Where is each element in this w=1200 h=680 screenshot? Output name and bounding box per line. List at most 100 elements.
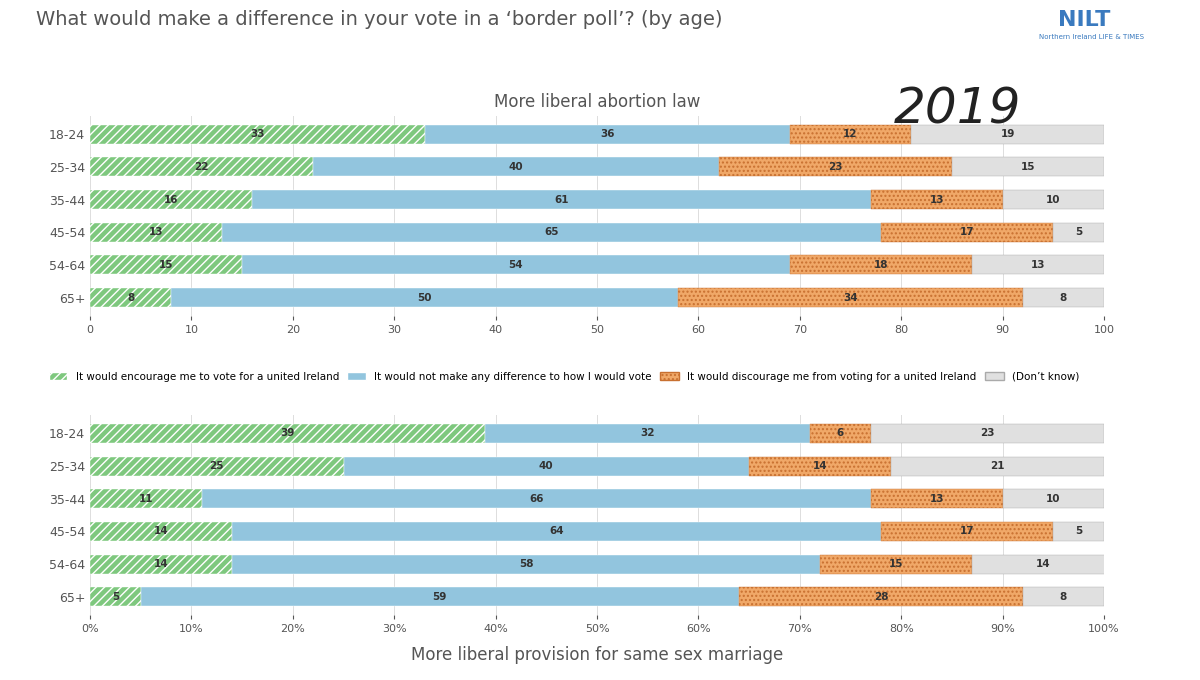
Text: 23: 23 xyxy=(980,428,995,439)
Bar xyxy=(343,456,749,475)
Text: 59: 59 xyxy=(433,592,448,602)
Text: 14: 14 xyxy=(154,559,168,569)
Bar xyxy=(425,124,790,143)
Bar xyxy=(90,456,343,475)
Text: 8: 8 xyxy=(1060,592,1067,602)
Bar xyxy=(90,124,425,143)
Bar xyxy=(871,190,1003,209)
Bar xyxy=(486,424,810,443)
Text: 14: 14 xyxy=(1036,559,1050,569)
Bar xyxy=(739,588,1022,607)
Bar xyxy=(820,555,972,574)
Bar xyxy=(790,256,972,275)
Text: 50: 50 xyxy=(418,292,432,303)
Bar xyxy=(90,190,252,209)
Bar xyxy=(1054,223,1104,241)
Text: 34: 34 xyxy=(844,292,858,303)
Bar xyxy=(90,588,140,607)
Bar xyxy=(222,223,881,241)
Bar xyxy=(90,424,486,443)
Text: 13: 13 xyxy=(930,194,944,205)
Text: 6: 6 xyxy=(836,428,844,439)
Text: 23: 23 xyxy=(828,162,842,172)
Text: 5: 5 xyxy=(1075,227,1082,237)
Bar xyxy=(90,522,232,541)
Text: 5: 5 xyxy=(1075,526,1082,537)
Bar xyxy=(790,124,911,143)
Text: 33: 33 xyxy=(250,129,264,139)
Text: 39: 39 xyxy=(281,428,295,439)
Bar xyxy=(810,424,871,443)
Bar xyxy=(871,424,1104,443)
Bar xyxy=(202,490,871,508)
Text: 8: 8 xyxy=(1060,292,1067,303)
Bar xyxy=(972,555,1114,574)
Text: 5: 5 xyxy=(112,592,119,602)
Text: 61: 61 xyxy=(554,194,569,205)
Bar xyxy=(252,190,871,209)
Text: 12: 12 xyxy=(844,129,858,139)
Text: NILT: NILT xyxy=(1058,10,1111,30)
Text: 17: 17 xyxy=(960,526,974,537)
Bar xyxy=(1022,288,1104,307)
Text: 15: 15 xyxy=(889,559,904,569)
Bar xyxy=(90,256,242,275)
Bar xyxy=(1003,190,1104,209)
Bar xyxy=(90,490,202,508)
Bar xyxy=(719,157,952,176)
Text: 16: 16 xyxy=(164,194,179,205)
Text: 66: 66 xyxy=(529,494,544,504)
Bar xyxy=(313,157,719,176)
Text: 10: 10 xyxy=(1046,494,1061,504)
X-axis label: More liberal provision for same sex marriage: More liberal provision for same sex marr… xyxy=(410,645,784,664)
Text: 17: 17 xyxy=(960,227,974,237)
Bar xyxy=(90,555,232,574)
Bar xyxy=(90,288,172,307)
Bar xyxy=(972,256,1104,275)
Bar xyxy=(881,522,1054,541)
Bar xyxy=(172,288,678,307)
Bar xyxy=(232,522,881,541)
Text: What would make a difference in your vote in a ‘border poll’? (by age): What would make a difference in your vot… xyxy=(36,10,722,29)
Text: 40: 40 xyxy=(539,461,553,471)
Text: 28: 28 xyxy=(874,592,888,602)
Bar xyxy=(892,456,1104,475)
Text: 40: 40 xyxy=(509,162,523,172)
Title: More liberal abortion law: More liberal abortion law xyxy=(494,93,700,112)
Text: 32: 32 xyxy=(641,428,655,439)
Text: 64: 64 xyxy=(550,526,564,537)
Bar xyxy=(678,288,1022,307)
Text: 65: 65 xyxy=(544,227,559,237)
Text: 22: 22 xyxy=(194,162,209,172)
Bar xyxy=(90,223,222,241)
Text: 25: 25 xyxy=(210,461,224,471)
Bar xyxy=(881,223,1054,241)
Text: 13: 13 xyxy=(930,494,944,504)
Text: 14: 14 xyxy=(812,461,827,471)
Bar xyxy=(242,256,790,275)
Text: 8: 8 xyxy=(127,292,134,303)
Bar xyxy=(1054,522,1104,541)
Text: 11: 11 xyxy=(138,494,154,504)
Bar xyxy=(1003,490,1104,508)
Bar xyxy=(911,124,1104,143)
Text: 21: 21 xyxy=(990,461,1004,471)
Text: 58: 58 xyxy=(518,559,533,569)
Bar xyxy=(140,588,739,607)
Legend: It would encourage me to vote for a united Ireland, It would not make any differ: It would encourage me to vote for a unit… xyxy=(47,370,1081,384)
Text: 13: 13 xyxy=(1031,260,1045,270)
Text: 19: 19 xyxy=(1001,129,1015,139)
Text: 10: 10 xyxy=(1046,194,1061,205)
Text: 54: 54 xyxy=(509,260,523,270)
Text: 14: 14 xyxy=(154,526,168,537)
Bar xyxy=(1022,588,1104,607)
Bar xyxy=(952,157,1104,176)
Text: 15: 15 xyxy=(158,260,173,270)
Bar xyxy=(749,456,892,475)
Bar xyxy=(232,555,820,574)
Text: 2019: 2019 xyxy=(894,85,1021,133)
Text: 36: 36 xyxy=(600,129,614,139)
Text: 13: 13 xyxy=(149,227,163,237)
Text: 15: 15 xyxy=(1021,162,1036,172)
Text: Northern Ireland LIFE & TIMES: Northern Ireland LIFE & TIMES xyxy=(1039,34,1145,40)
